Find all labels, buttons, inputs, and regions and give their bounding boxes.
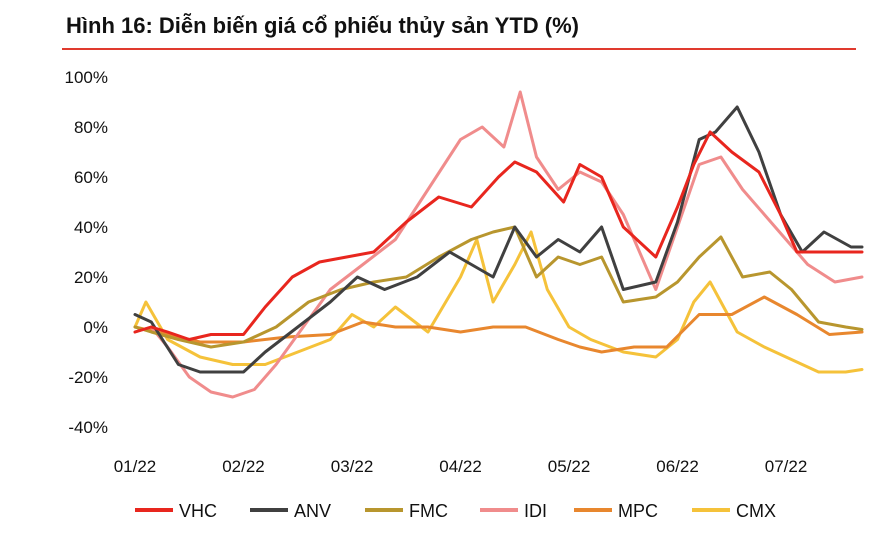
legend-label-vhc: VHC [179, 501, 217, 521]
x-tick-label: 02/22 [222, 457, 265, 476]
x-tick-label: 03/22 [331, 457, 374, 476]
y-tick-label: 20% [74, 268, 108, 287]
legend-label-cmx: CMX [736, 501, 776, 521]
series-line-vhc [133, 130, 864, 341]
title-rule [62, 48, 856, 50]
legend-label-anv: ANV [294, 501, 331, 521]
x-tick-label: 05/22 [548, 457, 591, 476]
series-lines [133, 90, 864, 399]
chart-title: Hình 16: Diễn biến giá cổ phiếu thủy sản… [66, 13, 579, 38]
y-tick-label: -20% [68, 368, 108, 387]
y-tick-label: 100% [65, 68, 108, 87]
series-line-anv [133, 105, 864, 374]
legend-label-mpc: MPC [618, 501, 658, 521]
x-tick-label: 04/22 [439, 457, 482, 476]
x-tick-label: 01/22 [114, 457, 157, 476]
y-axis-ticks: 100% 80% 60% 40% 20% 0% -20% -40% [65, 68, 108, 437]
y-tick-label: 0% [83, 318, 108, 337]
series-line-idi [133, 90, 864, 399]
series-line-mpc [133, 295, 864, 354]
x-tick-label: 07/22 [765, 457, 808, 476]
x-tick-label: 06/22 [656, 457, 699, 476]
legend-label-fmc: FMC [409, 501, 448, 521]
legend-label-idi: IDI [524, 501, 547, 521]
series-line-cmx [133, 230, 864, 374]
y-tick-label: -40% [68, 418, 108, 437]
y-tick-label: 40% [74, 218, 108, 237]
series-line-fmc [133, 225, 864, 349]
legend: VHC ANV FMC IDI MPC CMX [135, 501, 776, 521]
y-tick-label: 60% [74, 168, 108, 187]
x-axis-ticks: 01/22 02/22 03/22 04/22 05/22 06/22 07/22 [114, 457, 808, 476]
y-tick-label: 80% [74, 118, 108, 137]
